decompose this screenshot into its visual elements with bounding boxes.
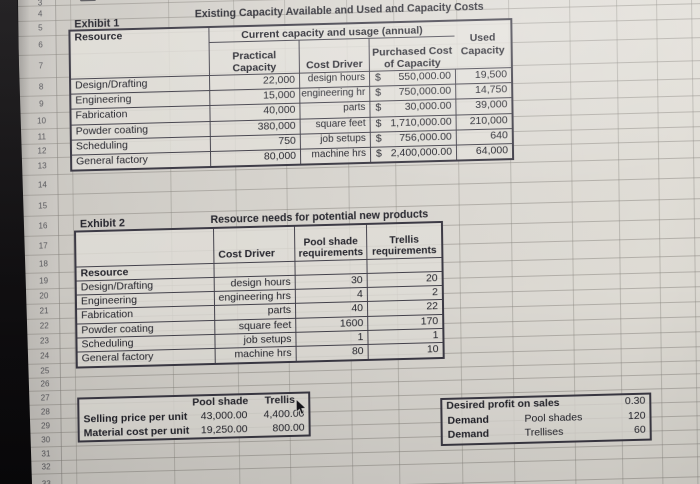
currency-symbol: $ (374, 71, 381, 84)
row-number[interactable]: 18 (38, 259, 48, 269)
row-number[interactable]: 9 (39, 99, 44, 109)
row-number[interactable]: 19 (39, 275, 49, 286)
trellis-value-cell[interactable]: 800.00 (272, 421, 305, 435)
row-number[interactable]: 24 (40, 351, 50, 361)
row-number[interactable]: 22 (39, 321, 49, 331)
row-number[interactable]: 5 (38, 23, 43, 33)
row-number[interactable]: 16 (38, 221, 48, 231)
spreadsheet: 3 4 5 6 7 8 (18, 0, 700, 484)
header-cost-driver-cell[interactable]: Cost Driver (213, 226, 295, 263)
currency-symbol: $ (375, 132, 382, 145)
currency-symbol: $ (375, 117, 382, 130)
row-number[interactable]: 20 (39, 291, 49, 301)
header-cost-driver-cell[interactable]: Cost Driver (298, 38, 369, 73)
row-number[interactable]: 13 (37, 161, 47, 171)
practical-capacity-cell[interactable]: 80,000 (209, 148, 301, 167)
row-number[interactable]: 11 (37, 131, 47, 142)
header-practical-capacity-cell[interactable]: Practical Capacity (208, 40, 299, 76)
resource-cell[interactable]: General factory (72, 150, 211, 170)
purchased-cost-cell[interactable]: $ 2,400,000.00 (369, 144, 457, 162)
cost-value: 2,400,000.00 (390, 145, 453, 160)
cost-value: 550,000.00 (398, 69, 452, 84)
row-number[interactable]: 12 (37, 146, 47, 156)
demand-label-cell[interactable]: Demand (447, 427, 490, 442)
used-capacity-cell[interactable]: 14,750 (455, 82, 512, 99)
header-trellis-cell[interactable]: Trellis requirements (365, 222, 442, 259)
pool-shade-requirement-cell[interactable]: 80 (295, 344, 368, 361)
pool-shade-value-cell[interactable]: 19,250.00 (200, 422, 248, 436)
demand-value-cell[interactable]: 120 (627, 409, 646, 422)
currency-symbol: $ (375, 86, 382, 99)
exhibit2-table: Cost Driver Pool shade requirements Trel… (74, 220, 445, 369)
pricing-table: Pool shade Trellis Selling price per uni… (77, 391, 311, 443)
cost-value: 30,000.00 (404, 100, 452, 114)
row-number[interactable]: 23 (39, 336, 49, 346)
row-number[interactable]: 7 (38, 61, 44, 71)
cost-value: 756,000.00 (399, 130, 452, 144)
header-used-capacity-cell[interactable]: Used Capacity (454, 20, 511, 68)
header-purchased-cost-cell[interactable]: Purchased Cost of Capacity (368, 36, 455, 71)
used-capacity-cell[interactable]: 64,000 (455, 143, 513, 160)
assumptions-table: Desired profit on sales 0.30 Demand Pool… (440, 392, 652, 446)
used-line1: Used (469, 31, 496, 45)
row-number[interactable]: 14 (37, 180, 47, 190)
header-resource-cell[interactable]: Resource (74, 30, 123, 44)
cost-driver-cell[interactable]: machine hrs (214, 346, 296, 363)
header-empty-cell[interactable] (76, 229, 213, 267)
row-number[interactable]: 4 (37, 8, 43, 18)
exhibit1-table: Resource Current capacity and usage (ann… (68, 18, 515, 172)
demand-value-cell[interactable]: 60 (633, 423, 646, 437)
used-capacity-cell[interactable]: 210,000 (455, 112, 512, 130)
used-capacity-cell[interactable]: 39,000 (455, 97, 512, 115)
row-number[interactable]: 8 (38, 82, 44, 92)
price-label-cell[interactable]: Material cost per unit (83, 424, 190, 439)
row-number[interactable]: 6 (38, 40, 43, 50)
cost-value: 750,000.00 (398, 84, 452, 99)
resource-cell[interactable]: General factory (77, 348, 215, 367)
demand-item-cell[interactable]: Trellises (524, 426, 564, 440)
cost-driver-cell[interactable]: machine hrs (299, 146, 371, 164)
used-line2: Capacity (460, 43, 505, 57)
trellis-line1: Trellis (389, 234, 419, 246)
header-pool-shade-cell[interactable]: Pool shade requirements (293, 224, 367, 261)
trellis-requirement-cell[interactable]: 10 (367, 342, 443, 359)
row-number[interactable]: 17 (38, 240, 48, 251)
currency-symbol: $ (375, 147, 382, 160)
currency-symbol: $ (375, 101, 382, 115)
used-capacity-cell[interactable]: 19,500 (454, 67, 512, 84)
used-capacity-cell[interactable]: 640 (455, 127, 512, 145)
mouse-cursor-icon (295, 398, 307, 421)
profit-value-cell[interactable]: 0.30 (624, 394, 646, 408)
row-number[interactable]: 10 (37, 116, 47, 126)
row-number[interactable]: 21 (39, 306, 49, 316)
row-number[interactable]: 15 (38, 200, 48, 211)
